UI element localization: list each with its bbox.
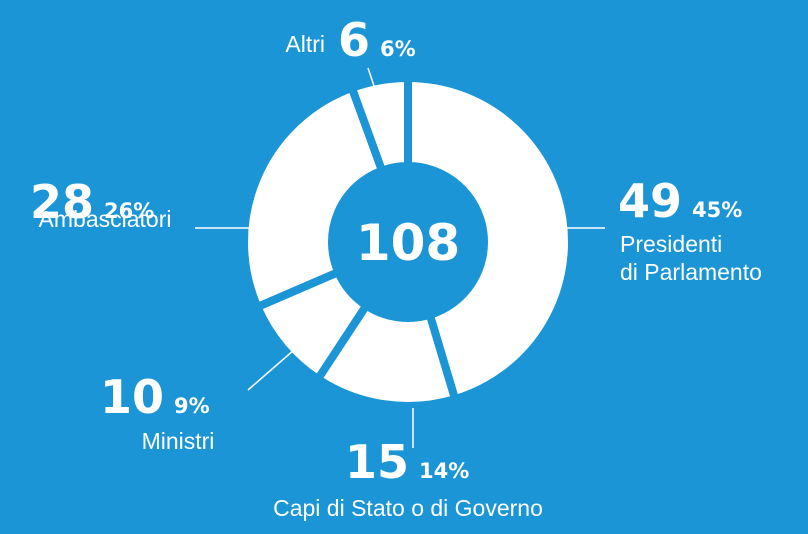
percentage-label: 26% <box>104 199 154 223</box>
donut-slice <box>404 73 576 405</box>
percentage-label: 9% <box>174 394 210 418</box>
value-label: 10 <box>100 370 164 424</box>
percentage-label: 45% <box>692 198 742 222</box>
category-label: Ambasciatori <box>39 206 172 232</box>
leader-line <box>367 67 379 99</box>
value-label: 28 <box>30 175 94 229</box>
category-label: di Parlamento <box>620 259 762 285</box>
donut-slice <box>240 82 388 313</box>
value-label: 49 <box>618 174 682 228</box>
category-label: Capi di Stato o di Governo <box>273 495 543 521</box>
category-label: Ministri <box>142 428 215 454</box>
leader-line <box>247 342 303 391</box>
value-label: 15 <box>345 435 409 489</box>
percentage-label: 6% <box>380 37 416 61</box>
category-label: Altri <box>285 31 325 57</box>
percentage-label: 14% <box>419 459 469 483</box>
donut-slice <box>346 73 412 176</box>
category-label: Presidenti <box>620 231 722 257</box>
total-label: 108 <box>356 214 460 272</box>
value-label: 6 <box>338 13 370 67</box>
